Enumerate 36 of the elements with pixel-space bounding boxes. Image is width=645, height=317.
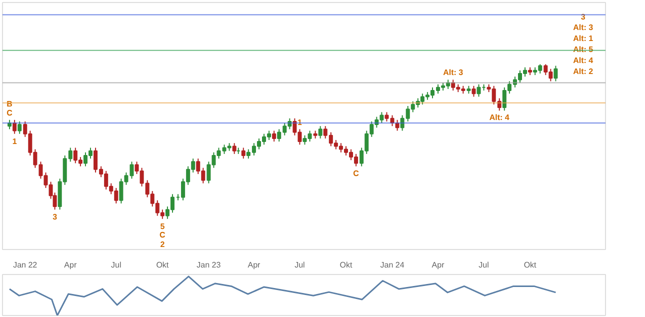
x-tick-label: Jul (111, 260, 122, 270)
candlestick (18, 120, 22, 134)
annotation: 5 (160, 222, 166, 231)
annotation: Alt: 2 (573, 67, 594, 76)
x-tick-label: Okt (524, 260, 538, 270)
x-tick-label: Okt (340, 260, 353, 270)
candlestick (384, 112, 389, 122)
candlestick (554, 65, 558, 82)
annotation: 2 (160, 240, 166, 249)
annotation: C (160, 230, 166, 240)
text: Alt: 3 (573, 23, 594, 32)
annotation: Alt: 3 (443, 68, 464, 78)
candlestick (241, 147, 246, 160)
annotation: C (6, 108, 13, 118)
x-tick-label: Jul (478, 260, 490, 270)
x-tick-label: Jan 23 (196, 260, 222, 270)
candlestick (232, 142, 236, 154)
annotation: Alt: 4 (489, 113, 510, 122)
candlestick (318, 126, 322, 139)
x-tick-label: Apr (64, 260, 77, 270)
x-tick-label: Apr (248, 260, 261, 270)
annotation: Alt: 4 (573, 56, 594, 65)
x-tick-label: Jul (294, 260, 306, 270)
annotation: 1 (298, 118, 302, 128)
x-tick-label: Jan 22 (13, 260, 38, 270)
annotation: C (353, 168, 360, 178)
annotation: 3 (52, 212, 58, 222)
candlestick (472, 85, 476, 98)
x-tick-label: Jan 24 (380, 260, 405, 270)
x-tick-label: Apr (432, 260, 445, 270)
annotation: 1 (12, 136, 18, 146)
text: 3 (580, 12, 586, 22)
annotation: B (6, 99, 13, 108)
candlestick (272, 130, 276, 142)
x-tick-label: Okt (156, 260, 170, 270)
text: Alt: 1 (573, 34, 594, 43)
